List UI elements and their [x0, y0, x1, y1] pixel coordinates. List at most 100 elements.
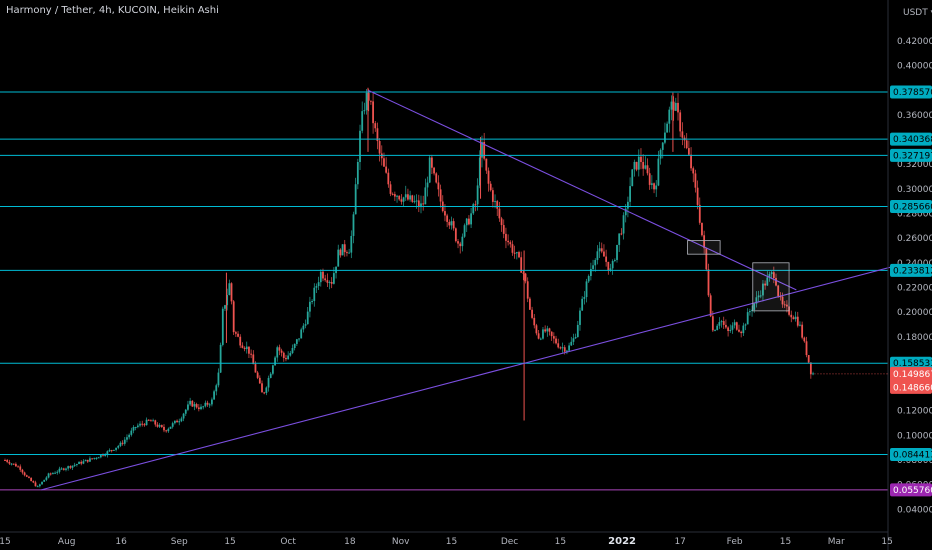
candle-body[interactable] [725, 324, 727, 328]
candle-body[interactable] [180, 418, 183, 422]
candle-body[interactable] [735, 322, 738, 330]
candle-body[interactable] [132, 427, 135, 431]
candle-body[interactable] [376, 128, 379, 142]
candle-body[interactable] [594, 260, 597, 266]
candle-body[interactable] [561, 347, 564, 349]
candle-body[interactable] [211, 399, 213, 405]
candle-body[interactable] [304, 324, 307, 326]
candle-body[interactable] [387, 172, 390, 185]
candle-body[interactable] [576, 324, 579, 338]
candle-body[interactable] [513, 252, 516, 254]
candle-body[interactable] [620, 233, 623, 235]
candle-body[interactable] [690, 154, 692, 169]
candle-body[interactable] [14, 463, 17, 467]
candle-body[interactable] [8, 461, 11, 464]
candle-body[interactable] [539, 338, 542, 340]
candle-body[interactable] [535, 325, 538, 334]
candle-body[interactable] [400, 199, 403, 202]
candle-body[interactable] [243, 347, 246, 350]
candle-body[interactable] [52, 473, 54, 475]
candle-body[interactable] [154, 420, 157, 425]
candle-body[interactable] [195, 404, 198, 408]
candle-body[interactable] [350, 235, 353, 253]
candle-body[interactable] [592, 265, 594, 269]
candle-body[interactable] [391, 193, 394, 195]
candle-body[interactable] [670, 101, 673, 110]
candle-body[interactable] [12, 463, 15, 465]
candle-body[interactable] [248, 346, 250, 354]
candle-body[interactable] [326, 280, 329, 283]
candle-body[interactable] [346, 252, 348, 254]
candle-body[interactable] [41, 481, 43, 485]
candle-body[interactable] [572, 338, 575, 342]
candle-body[interactable] [293, 343, 296, 349]
candle-body[interactable] [197, 407, 200, 410]
candle-body[interactable] [598, 248, 601, 252]
candle-body[interactable] [528, 298, 531, 310]
candle-body[interactable] [454, 228, 457, 242]
candle-body[interactable] [738, 329, 740, 332]
candle-body[interactable] [681, 131, 684, 138]
candle-body[interactable] [306, 311, 309, 325]
rectangle-drawing[interactable] [752, 262, 790, 312]
candle-body[interactable] [574, 337, 577, 339]
candle-body[interactable] [744, 324, 747, 326]
candle-body[interactable] [624, 208, 627, 216]
candle-body[interactable] [505, 233, 507, 241]
candle-body[interactable] [295, 339, 298, 344]
candle-body[interactable] [361, 111, 364, 131]
candle-body[interactable] [768, 274, 771, 278]
candle-body[interactable] [783, 304, 786, 306]
candle-body[interactable] [56, 471, 59, 473]
candle-body[interactable] [435, 173, 438, 183]
candle-body[interactable] [742, 325, 745, 334]
candle-body[interactable] [289, 353, 292, 356]
candle-body[interactable] [156, 424, 159, 427]
candle-body[interactable] [437, 182, 440, 190]
candle-body[interactable] [762, 283, 764, 296]
candle-body[interactable] [672, 101, 675, 111]
candle-body[interactable] [646, 165, 649, 174]
candle-body[interactable] [452, 221, 455, 229]
candle-body[interactable] [753, 303, 756, 310]
candle-body[interactable] [254, 364, 257, 373]
candle-body[interactable] [500, 218, 503, 226]
candle-body[interactable] [746, 312, 749, 325]
candle-body[interactable] [30, 477, 33, 482]
candle-body[interactable] [805, 341, 808, 356]
candle-body[interactable] [367, 92, 370, 101]
candle-body[interactable] [123, 439, 126, 444]
candle-body[interactable] [786, 304, 788, 307]
candle-body[interactable] [618, 233, 621, 245]
candle-body[interactable] [130, 430, 133, 435]
candle-body[interactable] [729, 329, 732, 332]
candle-body[interactable] [287, 355, 290, 360]
candle-body[interactable] [635, 161, 638, 170]
candle-body[interactable] [141, 423, 144, 425]
candle-body[interactable] [439, 189, 442, 202]
candle-body[interactable] [202, 406, 205, 408]
candle-body[interactable] [4, 460, 6, 461]
candle-body[interactable] [799, 324, 801, 326]
candle-body[interactable] [792, 317, 795, 320]
candle-body[interactable] [559, 347, 562, 349]
candle-body[interactable] [498, 208, 501, 219]
candle-body[interactable] [718, 322, 721, 326]
candle-body[interactable] [208, 404, 211, 406]
candle-body[interactable] [385, 166, 388, 173]
candle-body[interactable] [158, 425, 161, 427]
candle-body[interactable] [491, 190, 494, 202]
candle-body[interactable] [267, 377, 270, 388]
candle-body[interactable] [178, 421, 181, 423]
candle-body[interactable] [380, 153, 383, 159]
candle-body[interactable] [611, 261, 614, 269]
candle-body[interactable] [674, 102, 677, 111]
candle-body[interactable] [58, 468, 61, 472]
candle-body[interactable] [200, 406, 202, 410]
candle-body[interactable] [25, 475, 28, 477]
candle-body[interactable] [17, 466, 19, 468]
time-axis[interactable]: 15 Aug 16 Sep 15 Oct 18 Nov 15 Dec 15 2022 17 Feb 15 Ma… [0, 531, 893, 547]
candle-body[interactable] [459, 243, 462, 247]
candle-body[interactable] [250, 353, 253, 355]
